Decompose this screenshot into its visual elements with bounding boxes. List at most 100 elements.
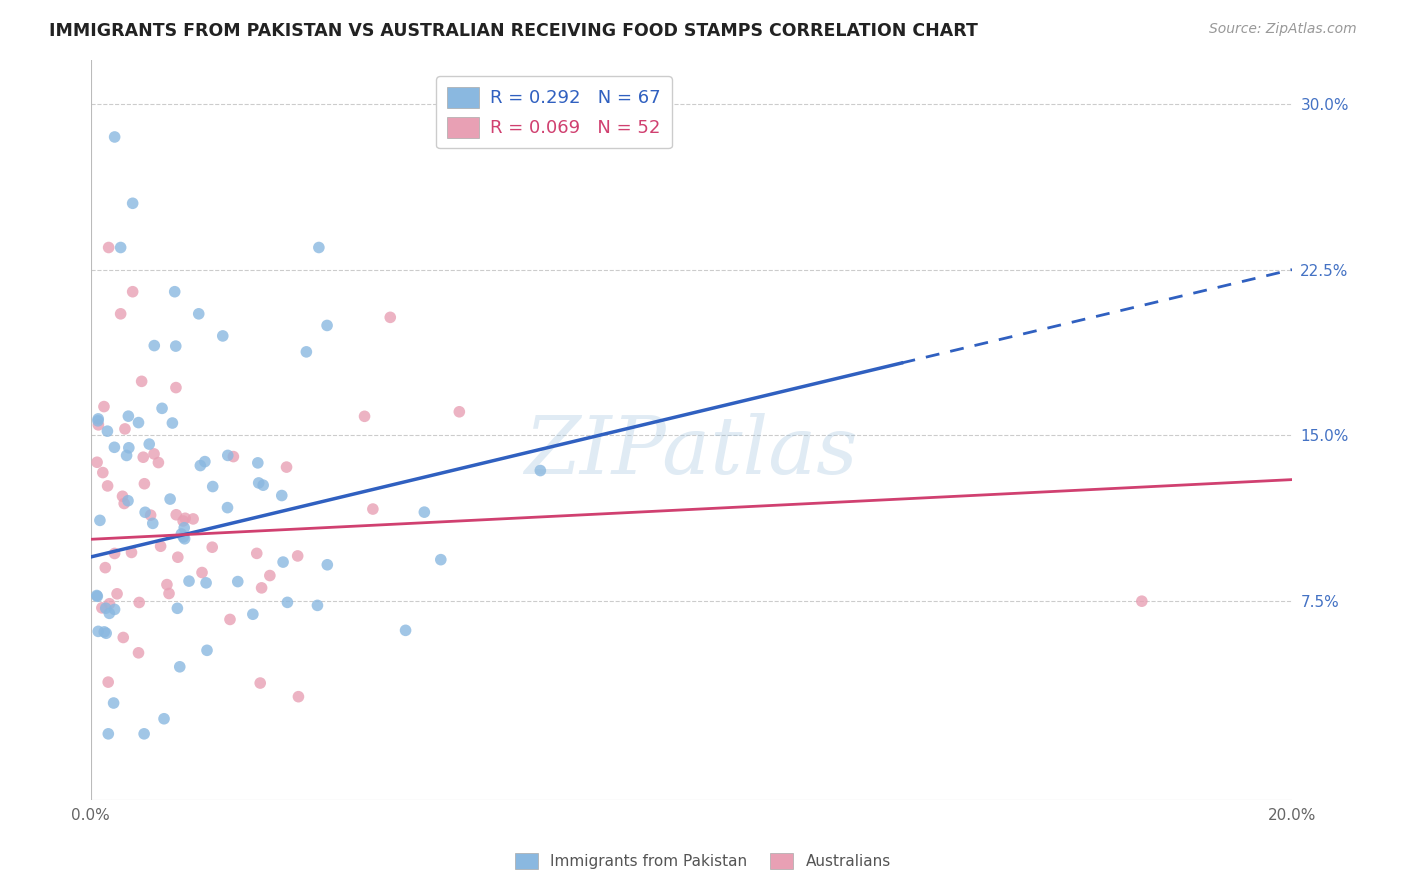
Point bbox=[1130, 594, 1153, 608]
Point bbox=[86, 589, 108, 603]
Point bbox=[110, 307, 132, 321]
Point bbox=[110, 240, 132, 254]
Point bbox=[98, 597, 121, 611]
Point bbox=[156, 577, 179, 591]
Point bbox=[150, 401, 173, 416]
Point bbox=[394, 624, 416, 638]
Point bbox=[271, 555, 294, 569]
Point bbox=[353, 409, 375, 424]
Point bbox=[134, 505, 156, 519]
Point bbox=[249, 676, 271, 690]
Point bbox=[222, 450, 245, 464]
Point bbox=[172, 514, 194, 528]
Point bbox=[529, 464, 551, 478]
Point bbox=[287, 549, 309, 563]
Point bbox=[187, 307, 209, 321]
Legend: R = 0.292   N = 67, R = 0.069   N = 52: R = 0.292 N = 67, R = 0.069 N = 52 bbox=[436, 76, 672, 148]
Point bbox=[128, 416, 150, 430]
Point bbox=[148, 456, 170, 470]
Point bbox=[103, 440, 125, 454]
Text: IMMIGRANTS FROM PAKISTAN VS AUSTRALIAN RECEIVING FOOD STAMPS CORRELATION CHART: IMMIGRANTS FROM PAKISTAN VS AUSTRALIAN R… bbox=[49, 22, 979, 40]
Point bbox=[172, 530, 194, 544]
Point bbox=[217, 500, 239, 515]
Point bbox=[114, 422, 136, 436]
Point bbox=[191, 566, 214, 580]
Point bbox=[104, 546, 127, 560]
Point bbox=[121, 545, 143, 559]
Point bbox=[316, 558, 339, 572]
Point bbox=[430, 552, 453, 566]
Point bbox=[139, 508, 162, 523]
Point bbox=[90, 600, 112, 615]
Point bbox=[117, 409, 139, 424]
Point bbox=[194, 455, 217, 469]
Point bbox=[121, 285, 143, 299]
Point bbox=[181, 512, 204, 526]
Point bbox=[128, 595, 150, 609]
Point bbox=[94, 601, 117, 615]
Point bbox=[217, 449, 239, 463]
Point bbox=[242, 607, 264, 622]
Point bbox=[111, 489, 134, 503]
Point bbox=[96, 424, 118, 438]
Point bbox=[316, 318, 339, 333]
Point bbox=[166, 550, 188, 565]
Text: Source: ZipAtlas.com: Source: ZipAtlas.com bbox=[1209, 22, 1357, 37]
Point bbox=[413, 505, 436, 519]
Point bbox=[134, 476, 156, 491]
Point bbox=[97, 675, 120, 690]
Point bbox=[169, 660, 191, 674]
Point bbox=[247, 475, 270, 490]
Point bbox=[115, 449, 138, 463]
Point bbox=[287, 690, 309, 704]
Point bbox=[170, 527, 193, 541]
Point bbox=[98, 607, 121, 621]
Point bbox=[112, 496, 135, 510]
Point bbox=[87, 417, 110, 432]
Legend: Immigrants from Pakistan, Australians: Immigrants from Pakistan, Australians bbox=[509, 847, 897, 875]
Point bbox=[117, 493, 139, 508]
Point bbox=[276, 595, 298, 609]
Point bbox=[380, 310, 402, 325]
Point bbox=[153, 712, 176, 726]
Point bbox=[105, 587, 128, 601]
Point bbox=[143, 338, 166, 352]
Point bbox=[165, 381, 187, 395]
Point bbox=[201, 540, 224, 554]
Text: ZIPatlas: ZIPatlas bbox=[524, 413, 858, 491]
Point bbox=[86, 590, 108, 604]
Point bbox=[86, 455, 108, 469]
Point bbox=[131, 375, 153, 389]
Point bbox=[165, 339, 187, 353]
Point bbox=[246, 456, 269, 470]
Point bbox=[174, 511, 197, 525]
Point bbox=[295, 344, 318, 359]
Point bbox=[87, 624, 110, 639]
Point bbox=[173, 532, 195, 546]
Point bbox=[91, 466, 114, 480]
Point bbox=[157, 586, 180, 600]
Point bbox=[226, 574, 249, 589]
Point bbox=[195, 643, 218, 657]
Point bbox=[270, 489, 292, 503]
Point bbox=[138, 437, 160, 451]
Point bbox=[163, 285, 186, 299]
Point bbox=[103, 696, 125, 710]
Point bbox=[252, 478, 274, 492]
Point bbox=[89, 513, 111, 527]
Point bbox=[188, 458, 211, 473]
Point bbox=[149, 539, 172, 553]
Point bbox=[162, 416, 184, 430]
Point bbox=[308, 240, 330, 254]
Point bbox=[219, 612, 242, 626]
Point bbox=[201, 479, 224, 493]
Point bbox=[94, 560, 117, 574]
Point bbox=[121, 196, 143, 211]
Point bbox=[93, 624, 115, 639]
Point bbox=[276, 460, 298, 475]
Point bbox=[104, 130, 127, 145]
Point bbox=[93, 400, 115, 414]
Point bbox=[246, 546, 269, 560]
Point bbox=[118, 441, 141, 455]
Point bbox=[87, 412, 110, 426]
